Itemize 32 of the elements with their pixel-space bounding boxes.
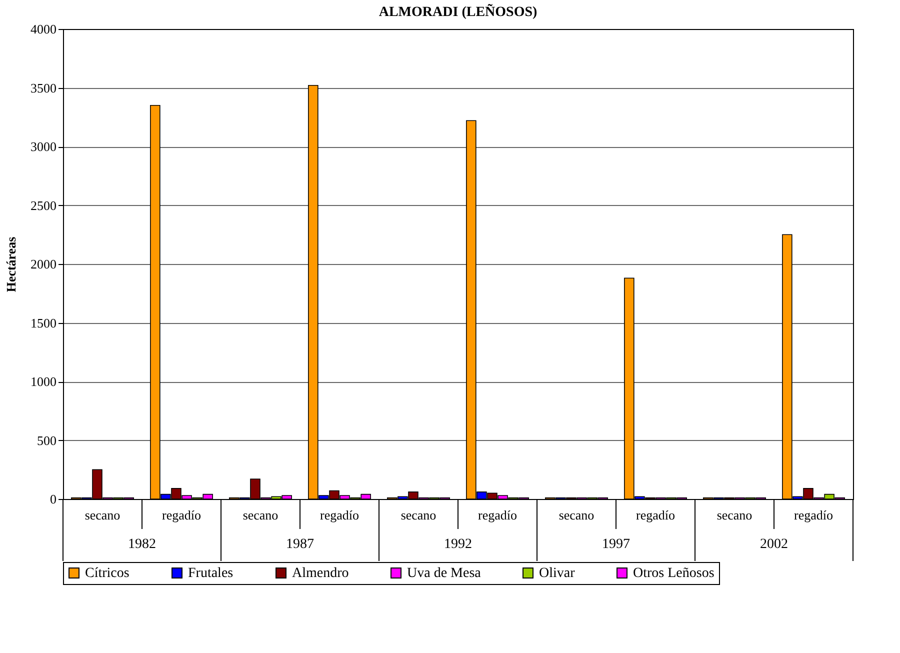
x-tick-label: secano — [716, 508, 752, 522]
y-tick-label: 1000 — [30, 374, 56, 389]
y-tick-label: 1500 — [30, 315, 56, 330]
y-tick-label: 2000 — [30, 256, 56, 272]
y-axis-title: Hectáreas — [4, 236, 18, 292]
x-tick-label: regadío — [636, 508, 675, 522]
y-tick-label: 4000 — [30, 22, 56, 36]
x-tick-label: regadío — [794, 508, 833, 522]
text: 1982 — [128, 537, 156, 552]
legend-label: Uva de Mesa — [407, 566, 482, 581]
y-tick-label: 0 — [50, 492, 56, 506]
x-tick-label: secano — [242, 508, 278, 522]
legend-label: Olivar — [539, 566, 576, 581]
text: 1987 — [286, 537, 314, 552]
text: 2002 — [760, 537, 788, 552]
text: 1992 — [444, 537, 472, 552]
x-tick-label: secano — [558, 508, 594, 522]
legend-label: Otros Leñosos — [633, 566, 714, 581]
x-tick-label: secano — [84, 508, 120, 522]
chart-title: ALMORADI (LEÑOSOS) — [378, 3, 538, 20]
x-tick-label: regadío — [162, 508, 201, 522]
legend-label: Frutales — [188, 566, 234, 581]
legend-label: Almendro — [292, 566, 349, 581]
text: 1997 — [602, 537, 630, 552]
x-tick-label: regadío — [478, 508, 517, 522]
x-tick-label: secano — [400, 508, 436, 522]
y-tick-label: 3000 — [30, 139, 56, 154]
legend-label: Cítricos — [85, 566, 130, 581]
y-tick-label: 2500 — [30, 198, 56, 213]
y-tick-label: 3500 — [30, 80, 56, 96]
y-tick-label: 500 — [37, 432, 56, 448]
x-tick-label: regadío — [320, 508, 359, 522]
